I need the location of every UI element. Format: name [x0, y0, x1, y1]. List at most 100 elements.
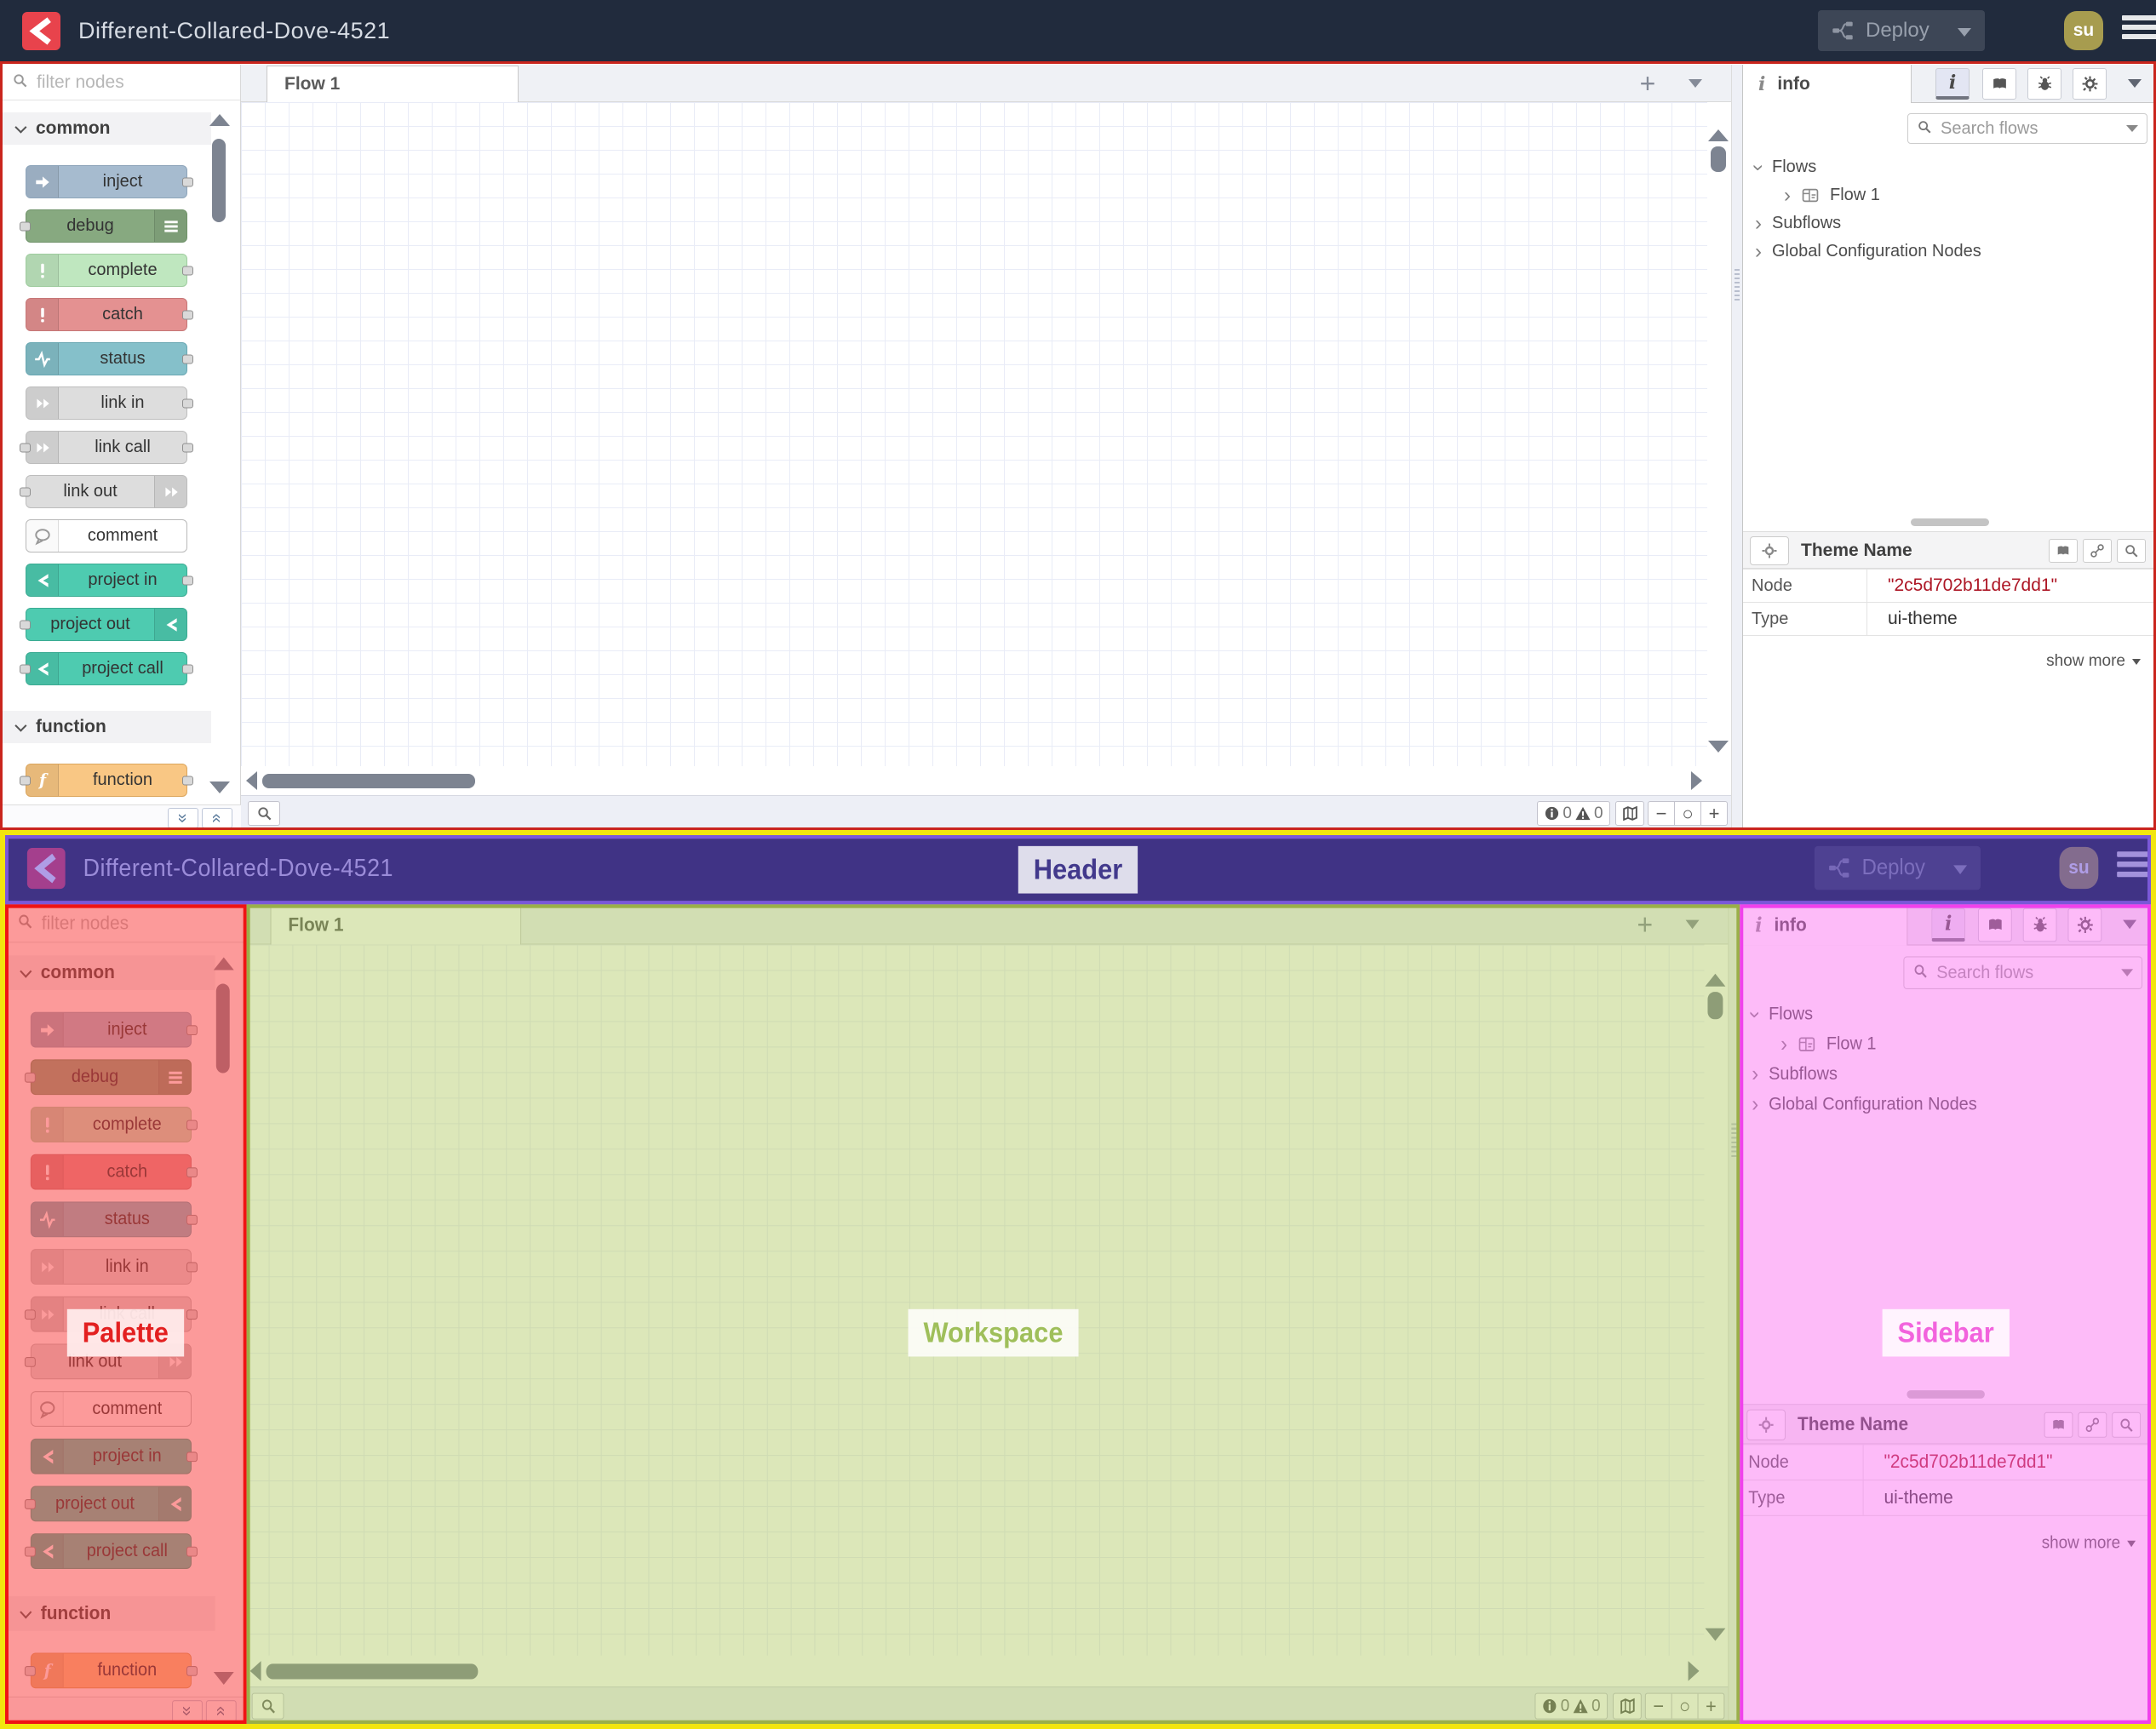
category-header-common[interactable]: common [0, 112, 211, 145]
sidebar-button-info[interactable]: i [1931, 907, 1966, 942]
zoom-in-button[interactable]: + [1700, 802, 1727, 825]
user-avatar[interactable]: su [2064, 11, 2103, 50]
main-menu-icon[interactable] [2122, 15, 2156, 43]
node-config-button[interactable] [1750, 536, 1789, 565]
tab-flow1[interactable]: Flow 1 [267, 66, 519, 102]
palette-node-project-in[interactable]: project in [26, 564, 193, 597]
canvas-horizontal-scrollbar[interactable] [241, 766, 1731, 795]
palette-node-debug[interactable]: debug [20, 209, 187, 243]
scroll-right-icon[interactable] [1691, 771, 1702, 790]
tree-item-global-config[interactable]: › Global Configuration Nodes [1743, 238, 2156, 266]
scroll-up-icon[interactable] [1708, 129, 1729, 141]
add-flow-button[interactable]: + [1631, 66, 1665, 100]
node-config-button[interactable] [1746, 1409, 1786, 1440]
node-search-button[interactable] [2117, 539, 2146, 563]
palette-node-link-out[interactable]: link out [20, 475, 187, 508]
show-more-link[interactable]: show more [2046, 652, 2141, 671]
sidebar-button-config[interactable] [2073, 68, 2107, 100]
flow-list-caret-icon[interactable] [1689, 79, 1702, 88]
flow-list-caret-icon[interactable] [1685, 919, 1700, 930]
scrollbar-thumb[interactable] [1711, 146, 1726, 172]
palette-node-comment[interactable]: comment [26, 519, 187, 552]
search-flows-input[interactable] [1935, 961, 2115, 985]
canvas-vertical-scrollbar[interactable] [1707, 102, 1731, 766]
palette-node-link-in[interactable]: link in [26, 386, 193, 420]
sidebar-button-help[interactable] [1982, 68, 2016, 100]
palette-node-inject[interactable]: inject [26, 165, 193, 198]
node-help-button[interactable] [2044, 1411, 2073, 1438]
sidebar-button-help[interactable] [1977, 907, 2012, 942]
deploy-options-caret-icon[interactable] [1958, 28, 1971, 37]
show-more-link[interactable]: show more [2042, 1533, 2136, 1554]
sidebar-button-info[interactable]: i [1935, 68, 1970, 100]
scroll-down-icon[interactable] [1705, 1628, 1726, 1641]
tree-item-flow1[interactable]: › Flow 1 [1740, 1029, 2151, 1059]
scroll-up-icon[interactable] [1705, 973, 1726, 987]
scroll-down-icon[interactable] [209, 781, 230, 793]
tree-item-flows[interactable]: › Flows [1743, 153, 2156, 181]
palette-scroll-area[interactable]: common inject debug complete catch status lin… [0, 100, 211, 804]
palette-node-project-out[interactable]: project out [20, 608, 187, 641]
scrollbar-thumb[interactable] [212, 139, 226, 222]
tree-item-flows[interactable]: › Flows [1740, 999, 2151, 1029]
navigator-button[interactable] [1613, 1692, 1642, 1720]
canvas-search-button[interactable] [248, 801, 280, 826]
tab-info[interactable]: i info [1740, 904, 1908, 946]
zoom-out-button[interactable]: − [1655, 803, 1667, 824]
node-help-button[interactable] [2049, 539, 2078, 563]
sidebar-menu-caret-icon[interactable] [2123, 919, 2137, 930]
notifications-counter[interactable]: 0 0 [1537, 801, 1610, 826]
node-red-logo-icon[interactable] [22, 12, 60, 50]
tree-item-global-config[interactable]: › Global Configuration Nodes [1740, 1090, 2151, 1119]
scrollbar-thumb[interactable] [1707, 992, 1723, 1020]
palette-filter-input[interactable] [35, 71, 232, 94]
canvas-vertical-scrollbar[interactable] [1704, 944, 1729, 1656]
add-flow-button[interactable]: + [1628, 907, 1662, 943]
scroll-up-icon[interactable] [209, 114, 230, 126]
scroll-left-icon[interactable] [249, 1661, 261, 1681]
tree-item-subflows[interactable]: › Subflows [1740, 1059, 2151, 1089]
canvas-horizontal-scrollbar[interactable] [245, 1656, 1729, 1686]
palette-node-complete[interactable]: complete [26, 254, 193, 287]
tab-flow1[interactable]: Flow 1 [270, 905, 522, 945]
collapse-all-button[interactable]: » [168, 807, 198, 828]
sidebar-splitter[interactable] [1731, 65, 1743, 830]
scrollbar-thumb[interactable] [266, 1663, 479, 1679]
tree-item-flow1[interactable]: › Flow 1 [1743, 181, 2156, 209]
zoom-in-button[interactable]: + [1697, 1693, 1724, 1719]
zoom-reset-button[interactable]: ○ [1674, 802, 1700, 825]
palette-node-project-call[interactable]: project call [20, 652, 193, 685]
notifications-counter[interactable]: 0 0 [1534, 1692, 1608, 1720]
node-link-button[interactable] [2078, 1411, 2107, 1438]
sidebar-resize-handle[interactable] [1906, 1390, 1985, 1399]
sidebar-button-config[interactable] [2067, 907, 2102, 942]
search-options-caret-icon[interactable] [2121, 969, 2134, 976]
search-options-caret-icon[interactable] [2126, 125, 2138, 132]
scroll-left-icon[interactable] [246, 771, 257, 790]
sidebar-resize-handle[interactable] [1910, 518, 1989, 526]
zoom-reset-button[interactable]: ○ [1671, 1693, 1698, 1719]
scroll-right-icon[interactable] [1688, 1661, 1700, 1681]
flow-canvas[interactable] [241, 102, 1707, 766]
tab-info[interactable]: i info [1743, 65, 1912, 103]
category-header-function[interactable]: function [0, 711, 211, 743]
palette-node-catch[interactable]: catch [26, 298, 193, 331]
tree-item-subflows[interactable]: › Subflows [1743, 209, 2156, 238]
scroll-down-icon[interactable] [1708, 741, 1729, 753]
node-link-button[interactable] [2083, 539, 2112, 563]
expand-all-button[interactable]: « [202, 807, 232, 828]
palette-node-link-call[interactable]: link call [20, 431, 193, 464]
search-flows-input[interactable] [1939, 117, 2119, 140]
scrollbar-thumb[interactable] [262, 773, 475, 788]
zoom-out-button[interactable]: − [1653, 1694, 1665, 1718]
sidebar-button-debug[interactable] [2027, 68, 2061, 100]
palette-node-status[interactable]: status [26, 342, 193, 375]
node-search-button[interactable] [2112, 1411, 2142, 1438]
deploy-button[interactable]: Deploy [1818, 10, 1985, 51]
sidebar-menu-caret-icon[interactable] [2128, 79, 2142, 88]
navigator-button[interactable] [1615, 801, 1644, 826]
canvas-search-button[interactable] [251, 1692, 284, 1720]
flow-canvas[interactable] [244, 944, 1705, 1656]
palette-scrollbar[interactable] [209, 100, 230, 804]
sidebar-button-debug[interactable] [2022, 907, 2057, 942]
